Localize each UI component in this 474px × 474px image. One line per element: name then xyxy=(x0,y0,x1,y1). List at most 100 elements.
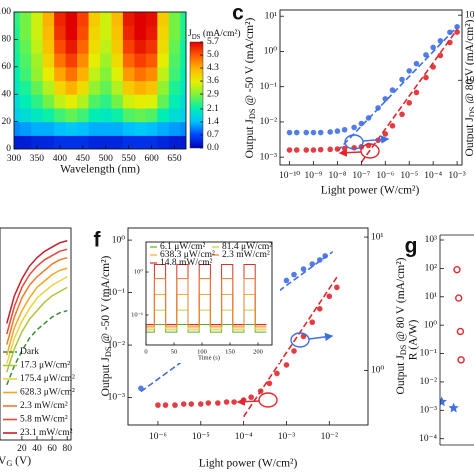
legend-label: 6.1 μW/cm² xyxy=(160,242,206,252)
point xyxy=(310,147,317,153)
contour-cell xyxy=(14,66,21,82)
contour-cell xyxy=(134,25,147,40)
contour-cell xyxy=(180,121,186,136)
contour-cell xyxy=(14,53,21,68)
contour-cell xyxy=(65,135,78,149)
contour-cell xyxy=(100,66,113,82)
plot-area xyxy=(286,24,460,163)
contour-cell xyxy=(77,107,90,123)
x-tick-label: 10⁻⁴ xyxy=(235,432,254,442)
point xyxy=(341,126,348,133)
x-tick-label: 50 xyxy=(171,348,178,355)
contour-cell xyxy=(168,39,181,54)
contour-cell xyxy=(145,53,158,68)
point xyxy=(274,370,280,377)
contour-cell xyxy=(145,107,158,123)
y-tick-label: 10⁻⁴ xyxy=(419,434,438,444)
plot-frame xyxy=(279,9,463,166)
y-tick-label: 10⁰ xyxy=(134,269,144,276)
legend-label: 5.8 mW/cm² xyxy=(20,415,68,425)
point xyxy=(283,362,290,368)
y2-tick-label: 10⁰ xyxy=(465,75,474,85)
point xyxy=(406,100,413,106)
contour-cell xyxy=(31,94,44,109)
x-tick-label: 10⁻⁹ xyxy=(305,171,324,181)
x-tick-label: 450 xyxy=(76,154,91,164)
point xyxy=(172,402,178,408)
contour-cell xyxy=(77,135,90,149)
contour-cell xyxy=(157,135,170,149)
contour-cell xyxy=(54,135,67,149)
colorbar xyxy=(189,41,204,149)
contour-cell xyxy=(77,39,90,54)
contour-cell xyxy=(134,39,147,54)
contour-cell xyxy=(111,66,124,82)
plot-area xyxy=(6,239,68,386)
contour-cell xyxy=(157,39,170,54)
contour-cell xyxy=(88,12,101,27)
contour-cell xyxy=(65,53,78,68)
x-tick-label: 200 xyxy=(253,348,263,355)
point xyxy=(155,402,161,408)
contour-cell xyxy=(88,121,101,136)
contour-cell xyxy=(54,121,67,136)
legend-label: 81.4 μW/cm² xyxy=(222,242,272,252)
contour-cell xyxy=(19,25,32,40)
contour-cell xyxy=(19,53,32,68)
contour-cell xyxy=(111,39,124,54)
contour-cell xyxy=(134,121,147,136)
panel-letter: f xyxy=(94,229,102,252)
contour-cell xyxy=(77,94,90,109)
contour-cell xyxy=(42,12,55,27)
label-part: Output J xyxy=(395,355,407,395)
point xyxy=(223,399,230,405)
label-part: @ -50 V (mA/cm²) xyxy=(244,17,256,108)
point xyxy=(215,400,221,406)
annotations xyxy=(236,134,390,408)
contour-cell xyxy=(19,12,32,27)
legend-label: 638.3 μW/cm² xyxy=(160,250,215,260)
contour-cell xyxy=(168,135,181,149)
label-part: @ -50 V (mA/cm²) xyxy=(100,255,112,346)
point xyxy=(382,131,389,137)
contour-cell xyxy=(100,39,113,54)
y2-axis-label: Output JDS @ 80 V (mA/cm²) xyxy=(464,19,474,156)
x-tick-label: 500 xyxy=(99,154,114,164)
y-tick-label: 10⁰ xyxy=(264,47,278,57)
legend-label: 14.8 mW/cm² xyxy=(160,258,213,268)
colorbar-tick-label: 5.0 xyxy=(207,50,219,60)
point xyxy=(399,76,405,83)
contour-cell xyxy=(14,12,21,27)
panel-letter: c xyxy=(232,2,244,25)
contour-cell xyxy=(111,12,124,27)
contour-cell xyxy=(54,53,67,68)
point xyxy=(351,144,357,151)
y-tick-label: 40 xyxy=(2,89,12,99)
legend-label: 2.3 mW/cm² xyxy=(20,401,68,411)
contour-cell xyxy=(19,80,32,95)
y2-axis-label: Output JDS @ 80 V (mA/cm²) xyxy=(395,257,408,394)
contour-cell xyxy=(88,94,101,109)
y-tick-label: 10³ xyxy=(425,235,438,245)
y-tick-label: 10⁻¹ xyxy=(108,288,126,298)
contour-cell xyxy=(180,66,186,82)
contour-cell xyxy=(19,66,32,82)
contour-cell xyxy=(122,25,135,40)
colorbar-tick-label: 0.7 xyxy=(207,130,219,140)
contour-cell xyxy=(100,135,113,149)
fit-line xyxy=(360,29,458,163)
contour-cell xyxy=(42,39,55,54)
x-tick-label: 10⁻⁸ xyxy=(328,171,346,181)
label-part: DS xyxy=(104,346,113,357)
contour-cell xyxy=(14,25,21,40)
contour-cell xyxy=(42,25,55,40)
contour-cell xyxy=(42,53,55,68)
contour-cell xyxy=(134,12,147,27)
contour-cell xyxy=(19,121,32,136)
contour-cell xyxy=(31,135,44,149)
contour-cell xyxy=(88,25,101,40)
colorbar-tick-label: 5.7 xyxy=(207,37,219,47)
point xyxy=(423,52,429,58)
contour-cell xyxy=(168,107,181,123)
point xyxy=(283,277,290,284)
